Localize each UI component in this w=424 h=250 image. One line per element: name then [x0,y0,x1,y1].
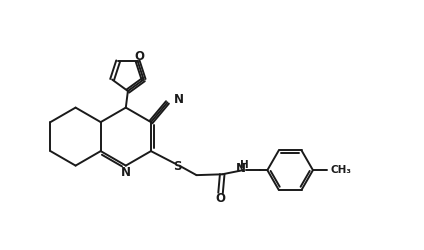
Text: O: O [135,50,145,64]
Text: N: N [121,166,131,179]
Text: N: N [236,162,246,175]
Text: H: H [240,160,249,170]
Text: N: N [174,92,184,106]
Text: CH₃: CH₃ [331,165,352,175]
Text: S: S [173,160,181,173]
Text: O: O [215,192,226,205]
